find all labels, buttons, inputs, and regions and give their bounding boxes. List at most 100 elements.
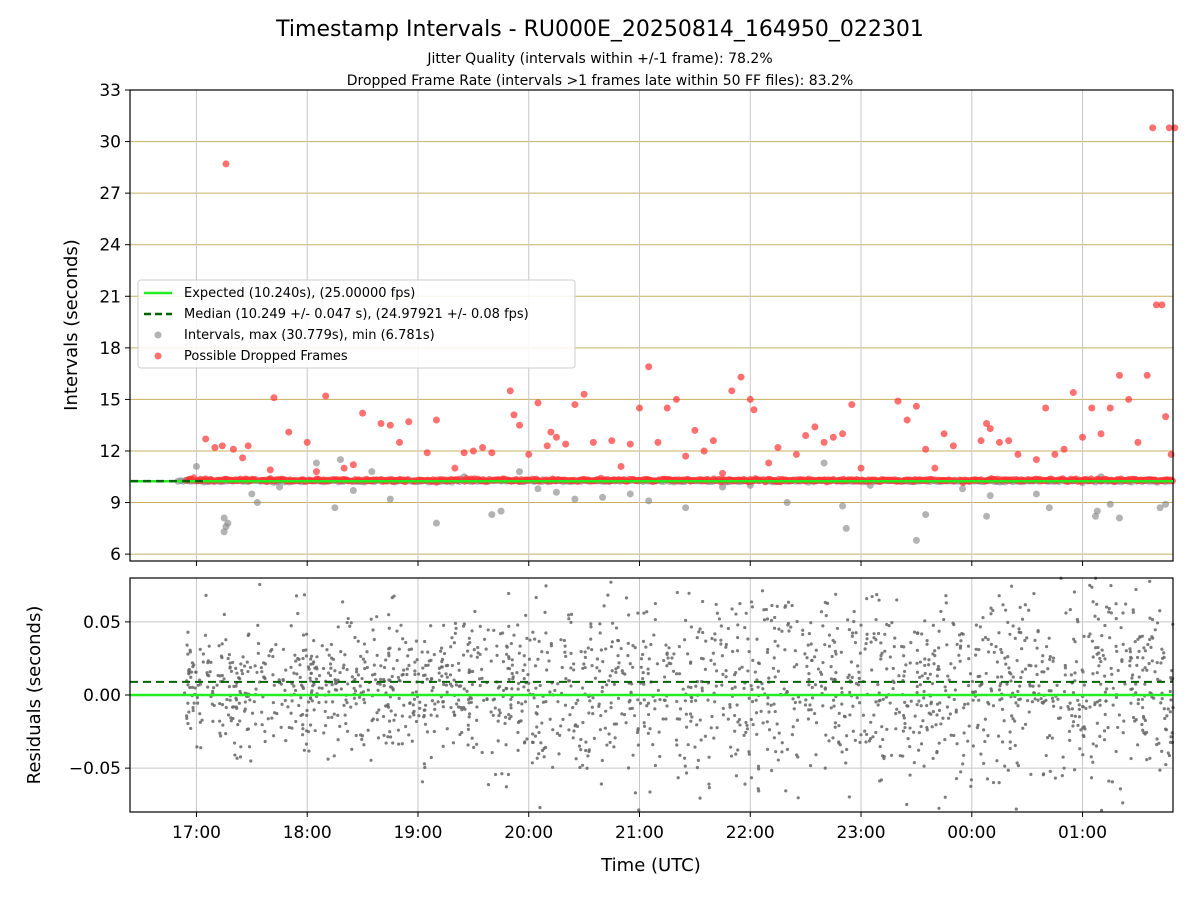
interval-point bbox=[534, 485, 542, 493]
interval-point bbox=[220, 514, 228, 522]
residual-point bbox=[470, 736, 474, 740]
residual-point bbox=[559, 724, 563, 728]
residual-point bbox=[272, 683, 276, 687]
residual-point bbox=[773, 639, 777, 643]
residual-point bbox=[354, 733, 358, 738]
residual-point bbox=[1049, 689, 1053, 693]
residual-point bbox=[1009, 679, 1013, 683]
residual-point bbox=[715, 669, 719, 673]
residual-point bbox=[1063, 673, 1067, 677]
residual-point bbox=[902, 654, 906, 658]
residual-point bbox=[930, 681, 934, 686]
residual-point bbox=[279, 725, 283, 729]
residual-point bbox=[574, 757, 578, 761]
residual-point bbox=[636, 728, 640, 732]
residual-point bbox=[1099, 682, 1103, 686]
residual-point bbox=[267, 654, 271, 658]
residual-point bbox=[345, 620, 349, 625]
residual-point bbox=[840, 690, 844, 695]
residual-point bbox=[895, 598, 899, 602]
residual-point bbox=[1051, 656, 1056, 660]
residual-point bbox=[1121, 611, 1125, 615]
residual-point bbox=[388, 735, 393, 739]
residual-point bbox=[1055, 683, 1059, 687]
residual-point bbox=[714, 684, 718, 688]
residual-point bbox=[343, 713, 347, 717]
residual-point bbox=[919, 724, 923, 729]
residual-point bbox=[400, 714, 404, 718]
residual-point bbox=[195, 695, 199, 700]
residual-point bbox=[1063, 666, 1067, 670]
residual-point bbox=[220, 673, 224, 678]
residual-point bbox=[984, 671, 988, 676]
residual-point bbox=[772, 626, 777, 630]
residual-point bbox=[201, 652, 205, 656]
residual-point bbox=[1145, 758, 1149, 762]
residual-point bbox=[879, 641, 883, 645]
residual-point bbox=[747, 696, 751, 700]
residual-point bbox=[339, 687, 343, 691]
residual-point bbox=[888, 655, 892, 659]
residual-point bbox=[1102, 729, 1107, 733]
interval-point bbox=[368, 468, 376, 476]
residual-point bbox=[532, 696, 536, 700]
residual-point bbox=[1014, 701, 1018, 705]
residual-point bbox=[1103, 657, 1107, 661]
residual-point bbox=[536, 704, 540, 709]
residual-point bbox=[899, 644, 904, 649]
residual-point bbox=[891, 666, 895, 671]
residual-point bbox=[205, 671, 209, 675]
residual-point bbox=[441, 744, 445, 749]
residual-point bbox=[374, 678, 378, 682]
residual-point bbox=[414, 639, 419, 643]
residual-point bbox=[991, 780, 996, 785]
residual-point bbox=[1156, 677, 1160, 681]
residual-point bbox=[253, 722, 258, 726]
residual-point bbox=[326, 757, 330, 761]
residual-point bbox=[342, 663, 346, 667]
residual-point bbox=[299, 713, 303, 718]
residual-point bbox=[1000, 650, 1004, 655]
residual-point bbox=[260, 670, 264, 674]
residual-point bbox=[1041, 654, 1045, 658]
residual-point bbox=[767, 710, 771, 714]
residual-point bbox=[320, 686, 324, 690]
residual-point bbox=[387, 613, 391, 617]
residual-point bbox=[430, 699, 435, 703]
residual-point bbox=[517, 651, 521, 655]
intervals-y-tick-label: 12 bbox=[99, 442, 121, 462]
residual-point bbox=[724, 645, 728, 649]
residual-point bbox=[516, 623, 520, 627]
residual-point bbox=[684, 712, 688, 716]
residual-point bbox=[1013, 743, 1017, 748]
residual-point bbox=[301, 733, 305, 737]
residual-point bbox=[1050, 696, 1055, 700]
residual-point bbox=[444, 683, 448, 687]
residual-point bbox=[720, 683, 724, 687]
residual-point bbox=[686, 743, 690, 747]
residual-point bbox=[198, 712, 202, 716]
dropped-frame-point bbox=[432, 416, 440, 424]
residual-point bbox=[933, 649, 937, 653]
residual-point bbox=[684, 725, 689, 729]
residual-point bbox=[614, 667, 618, 671]
residual-point bbox=[751, 658, 755, 662]
residual-point bbox=[707, 782, 711, 786]
residual-point bbox=[413, 660, 417, 664]
residual-point bbox=[730, 649, 735, 654]
legend-box bbox=[137, 279, 576, 369]
residual-point bbox=[1128, 650, 1132, 654]
residual-point bbox=[946, 674, 950, 678]
residual-point bbox=[743, 782, 747, 786]
residual-point bbox=[840, 686, 844, 690]
residual-point bbox=[397, 647, 401, 651]
residual-point bbox=[982, 761, 986, 766]
residual-point bbox=[968, 672, 973, 676]
residual-point bbox=[683, 764, 687, 768]
residual-point bbox=[1167, 754, 1171, 758]
residual-point bbox=[465, 689, 469, 693]
dropped-frame-point bbox=[229, 445, 237, 453]
residual-point bbox=[856, 664, 860, 668]
residual-point bbox=[315, 655, 319, 659]
residual-point bbox=[432, 729, 436, 734]
